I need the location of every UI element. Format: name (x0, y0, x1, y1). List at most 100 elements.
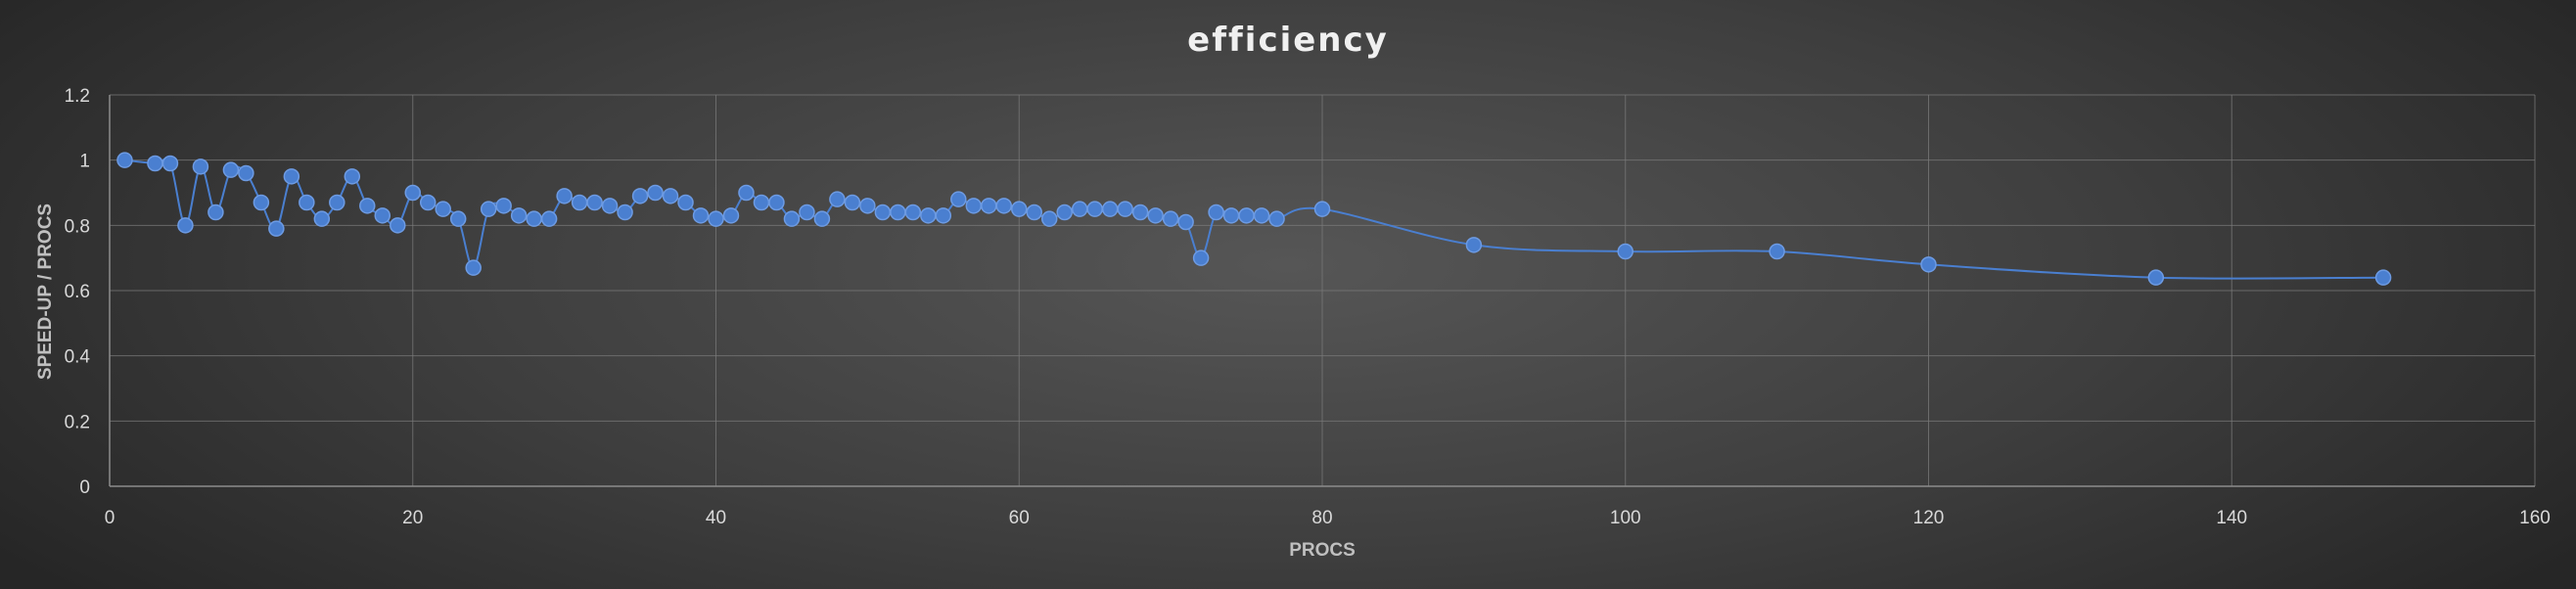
data-point (435, 201, 451, 217)
y-tick-label: 0.2 (65, 412, 90, 432)
data-point (859, 198, 876, 214)
data-point (601, 198, 619, 214)
chart-title: efficiency (1187, 21, 1389, 60)
data-point (799, 204, 815, 221)
x-tick-label: 160 (2519, 508, 2551, 528)
data-point (662, 188, 679, 204)
data-point (1222, 207, 1240, 224)
x-tick-label: 120 (1913, 508, 1945, 528)
data-point (692, 207, 710, 224)
data-point (1192, 249, 1210, 266)
data-point (526, 210, 542, 227)
data-point (556, 188, 573, 204)
data-point (374, 207, 391, 224)
data-point (708, 210, 724, 227)
data-point (1086, 201, 1103, 217)
data-point (722, 207, 740, 224)
data-point (268, 220, 285, 237)
data-point (207, 204, 224, 221)
x-tick-label: 140 (2216, 508, 2247, 528)
data-point (192, 159, 209, 175)
data-point (1268, 210, 1285, 227)
data-point (238, 164, 254, 182)
grid-lines (110, 94, 2536, 486)
data-point (161, 155, 179, 172)
x-tick-label: 100 (1610, 508, 1641, 528)
data-point (1617, 243, 1633, 260)
data-point (1313, 201, 1331, 217)
data-point (813, 210, 831, 227)
data-point (1920, 256, 1937, 273)
data-point (1117, 201, 1133, 217)
data-point (465, 259, 482, 276)
y-tick-label: 0.8 (65, 216, 90, 237)
data-point (950, 191, 967, 207)
data-point (586, 194, 603, 211)
data-point (283, 168, 300, 185)
data-point (1147, 207, 1164, 224)
data-point (480, 201, 497, 217)
x-axis-title: PROCS (1289, 540, 1356, 561)
data-point (1769, 243, 1785, 260)
data-point (510, 207, 528, 224)
data-point (2147, 269, 2165, 286)
data-point (677, 194, 694, 211)
data-point (874, 204, 892, 221)
x-tick-label: 40 (706, 508, 726, 528)
data-point (995, 198, 1013, 214)
data-point (631, 188, 649, 204)
y-axis-title: SPEED-UP / PROCS (35, 204, 56, 380)
x-tick-label: 0 (105, 508, 115, 528)
y-tick-labels: 0 0.2 0.4 0.6 0.8 1 1.2 (65, 86, 91, 498)
data-point (404, 184, 421, 202)
data-point (253, 194, 270, 211)
data-point (1162, 210, 1179, 227)
data-point (920, 207, 937, 224)
data-point (829, 191, 846, 207)
y-tick-label: 1 (79, 152, 90, 172)
data-point (540, 210, 558, 227)
data-point (299, 194, 315, 211)
data-point (890, 204, 906, 221)
data-point (449, 210, 467, 227)
data-point (177, 217, 194, 234)
x-tick-label: 80 (1311, 508, 1332, 528)
data-point (965, 198, 983, 214)
data-point (1131, 204, 1149, 221)
data-point (1026, 204, 1042, 221)
data-point (1056, 204, 1073, 221)
data-point (313, 210, 331, 227)
x-tick-label: 20 (402, 508, 423, 528)
data-point (981, 198, 997, 214)
data-point (1253, 207, 1270, 224)
x-tick-label: 60 (1009, 508, 1030, 528)
data-point (647, 184, 664, 202)
data-point (1040, 210, 1058, 227)
data-point (935, 207, 952, 224)
data-point (1465, 237, 1483, 253)
data-point (768, 194, 785, 211)
data-point (571, 194, 588, 211)
data-point (738, 184, 755, 202)
data-point (904, 204, 922, 221)
data-point (419, 194, 437, 211)
data-point (1238, 207, 1255, 224)
y-tick-label: 0.6 (65, 282, 90, 302)
data-point (344, 168, 361, 185)
data-points (116, 152, 2392, 286)
data-point (116, 152, 133, 168)
data-point (1208, 204, 1224, 221)
data-point (1011, 201, 1028, 217)
y-tick-label: 0 (79, 477, 90, 498)
data-point (1071, 201, 1088, 217)
data-point (844, 194, 861, 211)
data-point (359, 198, 376, 214)
data-point (783, 210, 801, 227)
data-point (222, 161, 240, 178)
y-tick-label: 0.4 (65, 347, 91, 368)
data-point (495, 198, 512, 214)
x-tick-labels: 0 20 40 60 80 100 120 140 160 (105, 508, 2551, 528)
data-point (617, 204, 633, 221)
data-point (147, 155, 163, 172)
